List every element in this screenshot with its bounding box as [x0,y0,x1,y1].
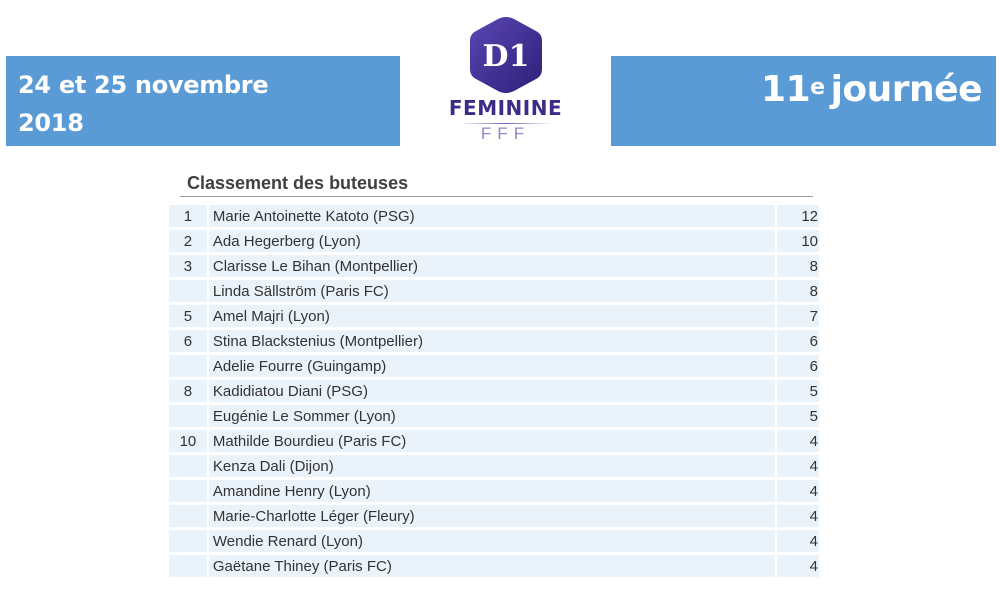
goals-cell: 6 [777,330,819,355]
goals-cell: 8 [777,280,819,305]
player-cell: Ada Hegerberg (Lyon) [208,230,778,255]
table-row: Gaëtane Thiney (Paris FC) 4 [169,555,819,580]
rank-cell [169,280,209,305]
table-row: Marie-Charlotte Léger (Fleury) 4 [169,505,819,530]
table-row: 8 Kadidiatou Diani (PSG) 5 [169,380,819,405]
player-cell: Wendie Renard (Lyon) [208,530,778,555]
matchday-banner: 11e journée [611,56,996,146]
table-row: 6 Stina Blackstenius (Montpellier) 6 [169,330,819,355]
player-cell: Gaëtane Thiney (Paris FC) [208,555,778,580]
rank-cell [169,555,209,580]
table-row: 2 Ada Hegerberg (Lyon) 10 [169,230,819,255]
player-cell: Marie Antoinette Katoto (PSG) [208,205,778,230]
goals-cell: 10 [777,230,819,255]
rank-cell [169,455,209,480]
logo-feminine-text: FEMININE [448,96,563,120]
d1-feminine-logo: D1 FEMININE FFF [400,10,611,147]
goals-cell: 4 [777,430,819,455]
goals-cell: 5 [777,380,819,405]
player-cell: Stina Blackstenius (Montpellier) [208,330,778,355]
player-cell: Linda Sällström (Paris FC) [208,280,778,305]
table-row: 1 Marie Antoinette Katoto (PSG) 12 [169,205,819,230]
rank-cell: 6 [169,330,209,355]
section-title: Classement des buteuses [187,173,409,193]
date-banner: 24 et 25 novembre 2018 [6,56,400,146]
player-cell: Adelie Fourre (Guingamp) [208,355,778,380]
logo-divider [460,123,552,124]
goals-cell: 4 [777,480,819,505]
goals-cell: 4 [777,555,819,580]
rank-cell: 8 [169,380,209,405]
logo-fff-text: FFF [480,124,531,142]
table-row: Wendie Renard (Lyon) 4 [169,530,819,555]
player-cell: Amandine Henry (Lyon) [208,480,778,505]
matchday-label: journée [830,69,983,110]
rank-cell: 10 [169,430,209,455]
goals-cell: 4 [777,530,819,555]
rank-cell: 2 [169,230,209,255]
table-row: Kenza Dali (Dijon) 4 [169,455,819,480]
player-cell: Eugénie Le Sommer (Lyon) [208,405,778,430]
rank-cell: 5 [169,305,209,330]
goals-cell: 7 [777,305,819,330]
scorers-table: 1 Marie Antoinette Katoto (PSG) 12 2 Ada He… [169,205,819,580]
goals-cell: 12 [777,205,819,230]
rank-cell [169,405,209,430]
rank-cell: 1 [169,205,209,230]
player-cell: Kenza Dali (Dijon) [208,455,778,480]
table-row: 5 Amel Majri (Lyon) 7 [169,305,819,330]
rank-cell [169,505,209,530]
table-row: 10 Mathilde Bourdieu (Paris FC) 4 [169,430,819,455]
player-cell: Mathilde Bourdieu (Paris FC) [208,430,778,455]
date-line-2: 2018 [18,109,84,137]
d1-badge-icon: D1 [470,17,542,93]
svg-text:D1: D1 [483,39,530,74]
player-cell: Clarisse Le Bihan (Montpellier) [208,255,778,280]
title-divider [180,196,813,197]
table-row: 3 Clarisse Le Bihan (Montpellier) 8 [169,255,819,280]
goals-cell: 8 [777,255,819,280]
rank-cell [169,355,209,380]
matchday-text: 11e journée [761,68,982,112]
table-row: Linda Sällström (Paris FC) 8 [169,280,819,305]
table-row: Amandine Henry (Lyon) 4 [169,480,819,505]
rank-cell [169,480,209,505]
player-cell: Kadidiatou Diani (PSG) [208,380,778,405]
goals-cell: 6 [777,355,819,380]
table-row: Eugénie Le Sommer (Lyon) 5 [169,405,819,430]
goals-cell: 4 [777,455,819,480]
player-cell: Amel Majri (Lyon) [208,305,778,330]
goals-cell: 5 [777,405,819,430]
date-line-1: 24 et 25 novembre [18,71,269,99]
rank-cell [169,530,209,555]
player-cell: Marie-Charlotte Léger (Fleury) [208,505,778,530]
matchday-number: 11 [761,69,811,110]
rank-cell: 3 [169,255,209,280]
table-row: Adelie Fourre (Guingamp) 6 [169,355,819,380]
matchday-suffix: e [810,75,825,100]
goals-cell: 4 [777,505,819,530]
date-text: 24 et 25 novembre 2018 [18,66,269,142]
